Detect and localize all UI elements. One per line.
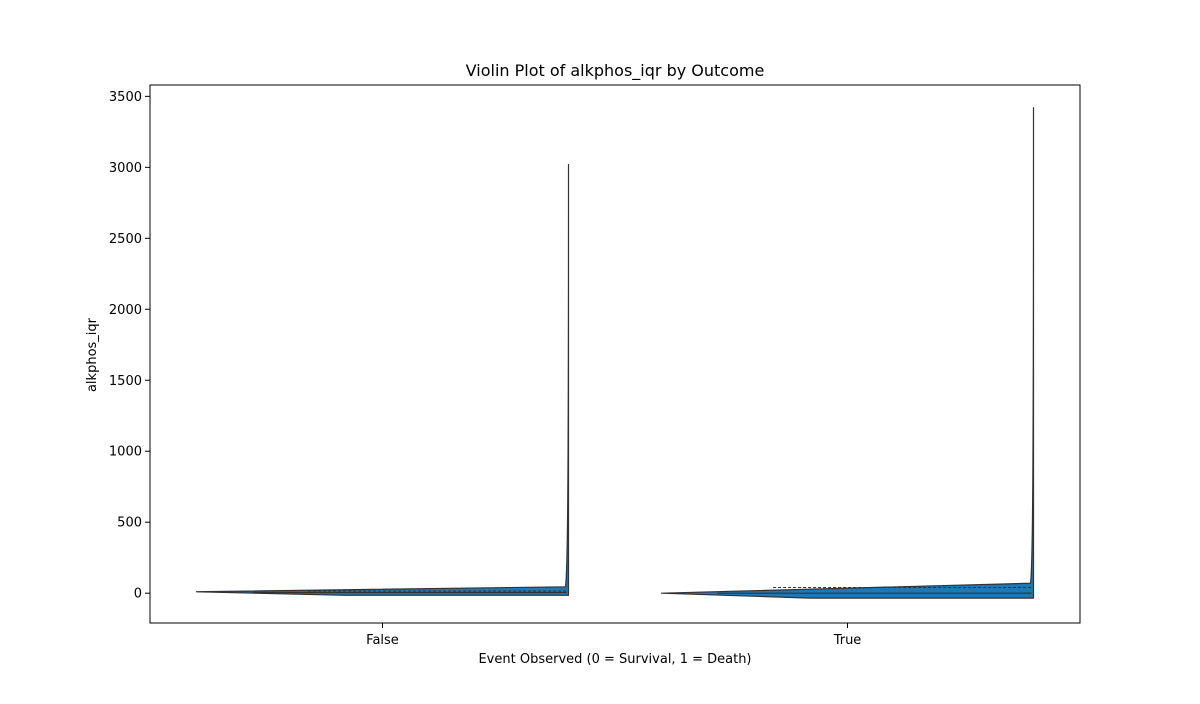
y-tick-label: 3000 xyxy=(109,161,142,176)
y-tick-label: 1500 xyxy=(109,374,142,389)
violin-true xyxy=(660,107,1035,599)
chart-title: Violin Plot of alkphos_iqr by Outcome xyxy=(466,61,765,81)
violin-false xyxy=(195,163,570,596)
x-tick-label: False xyxy=(366,633,399,648)
y-tick-label: 1000 xyxy=(109,445,142,460)
y-tick-label: 500 xyxy=(117,516,142,531)
plot-frame xyxy=(149,84,1081,624)
x-axis: False True xyxy=(366,623,861,648)
y-tick-label: 0 xyxy=(134,587,142,602)
y-tick-label: 3500 xyxy=(109,90,142,105)
x-axis-label: Event Observed (0 = Survival, 1 = Death) xyxy=(478,652,751,667)
violin-body-true xyxy=(660,107,1035,599)
plot-area-group xyxy=(149,84,1081,624)
y-axis: 0 500 1000 1500 2000 2500 3000 3500 xyxy=(109,90,150,602)
y-tick-label: 2500 xyxy=(109,232,142,247)
y-axis-label: alkphos_iqr xyxy=(85,317,100,392)
violin-body-false xyxy=(195,163,570,596)
x-tick-label: True xyxy=(833,633,862,648)
y-tick-label: 2000 xyxy=(109,303,142,318)
